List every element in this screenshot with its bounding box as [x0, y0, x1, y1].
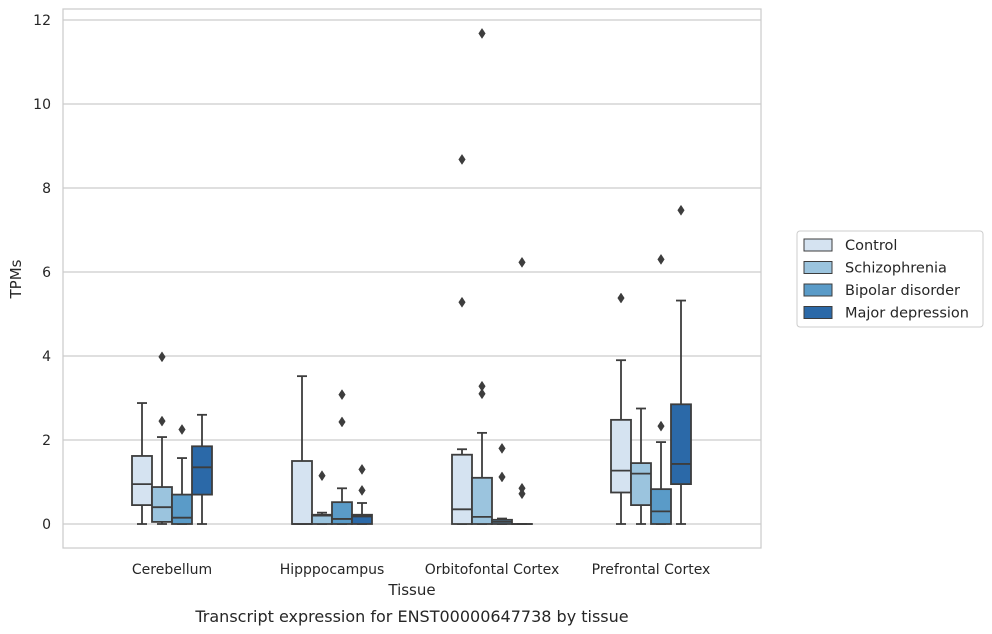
- box-group: [630, 407, 652, 525]
- y-tick-label: 4: [42, 349, 51, 365]
- box: [331, 501, 353, 525]
- outlier-point: [498, 442, 506, 454]
- box: [451, 453, 473, 525]
- outlier-point: [498, 471, 506, 483]
- box: [291, 460, 313, 525]
- box-group: [291, 375, 313, 525]
- x-tick-label: Orbitofontal Cortex: [425, 562, 560, 578]
- plot-area: [63, 9, 761, 548]
- box-group: [670, 204, 692, 525]
- box-group: [171, 424, 193, 525]
- legend-label: Schizophrenia: [845, 261, 947, 277]
- box: [351, 513, 373, 525]
- box: [131, 455, 153, 506]
- box-group: [451, 153, 473, 525]
- box-group: [610, 292, 632, 525]
- y-tick-labels: 0 2 4 6 8 10 12: [33, 13, 51, 533]
- outlier-point: [458, 296, 466, 308]
- box-group: [191, 413, 213, 525]
- outlier-point: [657, 253, 665, 265]
- box-group: [511, 256, 533, 525]
- outlier-point: [677, 204, 685, 216]
- outlier-point: [158, 351, 166, 363]
- outlier-point: [518, 488, 526, 500]
- box: [191, 445, 213, 496]
- legend-label: Major depression: [845, 306, 969, 322]
- y-tick-label: 8: [42, 181, 51, 197]
- box-group: [471, 27, 493, 525]
- x-tick-labels: Cerebellum Hipppocampus Orbitofontal Corte…: [132, 562, 710, 578]
- outlier-point: [158, 415, 166, 427]
- box-group: [331, 389, 353, 525]
- chart-caption: Transcript expression for ENST0000064773…: [194, 607, 628, 626]
- y-tick-label: 12: [33, 13, 51, 29]
- legend-swatch: [803, 238, 833, 252]
- box: [670, 403, 692, 485]
- box-groups: [131, 27, 692, 525]
- outlier-point: [358, 484, 366, 496]
- box-group: [311, 470, 333, 525]
- x-tick-label: Hipppocampus: [280, 562, 385, 578]
- box-group: [131, 402, 153, 525]
- legend: Control Schizophrenia Bipolar disorder Majo…: [796, 230, 984, 328]
- outlier-point: [338, 389, 346, 401]
- x-tick-label: Cerebellum: [132, 562, 212, 578]
- y-tick-label: 10: [33, 97, 51, 113]
- outlier-point: [478, 380, 486, 392]
- outlier-point: [478, 27, 486, 39]
- y-tick-label: 2: [42, 433, 51, 449]
- legend-frame: [796, 230, 984, 328]
- box: [650, 488, 672, 525]
- box: [171, 493, 193, 525]
- outlier-point: [617, 292, 625, 304]
- plot-frame: [62, 8, 762, 549]
- box-group: [650, 253, 672, 525]
- x-tick-label: Prefrontal Cortex: [592, 562, 711, 578]
- box: [471, 476, 493, 525]
- legend-swatch: [803, 306, 833, 319]
- box: [630, 462, 652, 507]
- grid-lines: [63, 19, 761, 525]
- outlier-point: [178, 424, 186, 435]
- box: [151, 486, 173, 523]
- x-axis-label: Tissue: [387, 581, 435, 599]
- legend-swatch: [803, 261, 833, 274]
- outlier-point: [358, 463, 366, 475]
- outlier-point: [458, 153, 466, 165]
- outlier-point: [318, 470, 326, 482]
- legend-swatch: [803, 283, 833, 297]
- box-group: [351, 463, 373, 525]
- outlier-point: [338, 416, 346, 428]
- y-tick-label: 0: [42, 517, 51, 533]
- y-tick-label: 6: [42, 265, 51, 281]
- y-axis-label: TPMs: [7, 259, 25, 299]
- box-group: [151, 351, 173, 525]
- outlier-point: [657, 420, 665, 432]
- box: [610, 418, 632, 494]
- outlier-point: [518, 482, 526, 494]
- outlier-point: [518, 256, 526, 268]
- outlier-point: [478, 388, 486, 400]
- legend-label: Control: [845, 238, 897, 254]
- box-group: [491, 442, 513, 525]
- legend-label: Bipolar disorder: [845, 283, 960, 299]
